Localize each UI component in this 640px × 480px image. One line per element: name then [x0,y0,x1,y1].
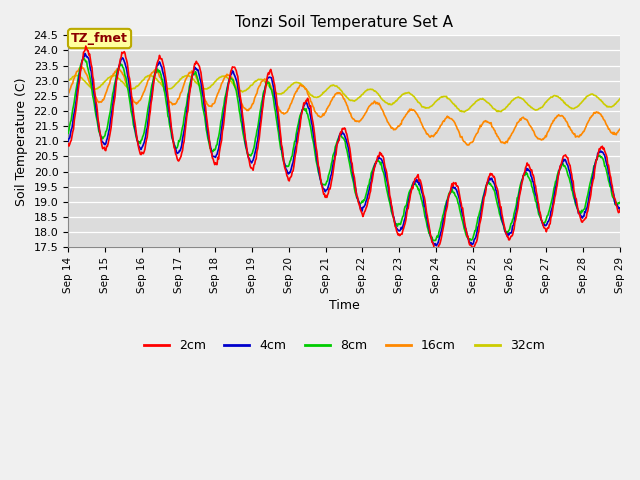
Title: Tonzi Soil Temperature Set A: Tonzi Soil Temperature Set A [235,15,453,30]
Legend: 2cm, 4cm, 8cm, 16cm, 32cm: 2cm, 4cm, 8cm, 16cm, 32cm [139,334,550,357]
Y-axis label: Soil Temperature (C): Soil Temperature (C) [15,77,28,205]
Text: TZ_fmet: TZ_fmet [71,32,128,45]
X-axis label: Time: Time [329,299,360,312]
